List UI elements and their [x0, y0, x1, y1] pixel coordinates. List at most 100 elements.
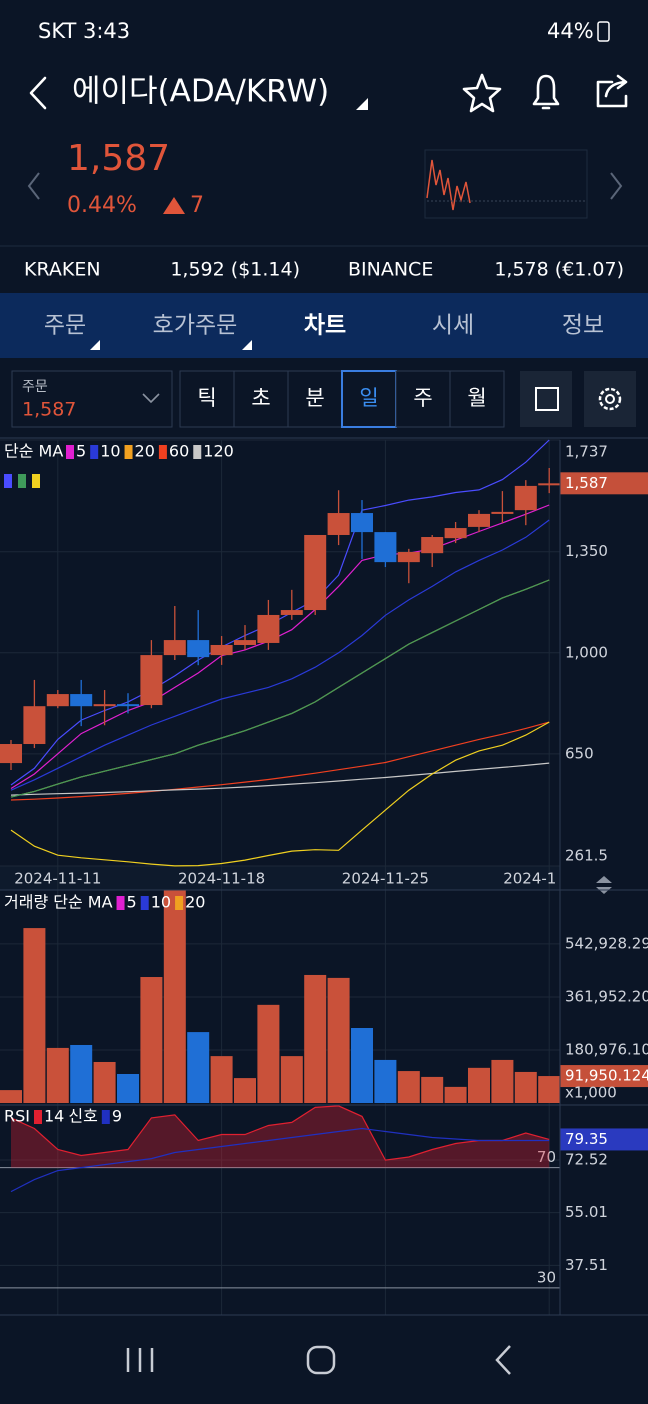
layout-icon [535, 387, 559, 411]
tab[interactable]: 주문 [44, 313, 86, 339]
up-arrow [163, 197, 185, 214]
share-button[interactable] [596, 74, 628, 108]
order-box[interactable] [11, 370, 173, 428]
tab[interactable]: 시세 [432, 313, 474, 339]
legend-swatch [116, 896, 125, 910]
y-tick-label: 55.01 [565, 1203, 608, 1221]
legend-title: 거래량 단순 MA [4, 893, 113, 912]
ma-line [10, 579, 550, 798]
period-button[interactable] [449, 370, 505, 428]
legend-label: 10 [100, 442, 120, 461]
candle-body [397, 552, 420, 563]
candle-body [187, 640, 210, 658]
legend-swatch [4, 474, 12, 488]
nav-back[interactable] [495, 1345, 511, 1375]
last-price: 1,587 [67, 138, 170, 179]
y-tick-label: 1,737 [565, 443, 608, 461]
value-tag-label: 79.35 [565, 1130, 608, 1148]
change-amount: 7 [190, 193, 204, 218]
volume-bar [117, 1073, 139, 1103]
level-label: 70 [537, 1148, 556, 1166]
nav-recents[interactable] [126, 1348, 154, 1372]
exchange-price: 1,592 ($1.14) [170, 259, 300, 281]
y-tick-label: 37.51 [565, 1256, 608, 1274]
candle-body [117, 704, 139, 707]
period-button[interactable] [233, 370, 289, 428]
layout-button[interactable] [520, 371, 572, 427]
favorite-button[interactable] [462, 73, 502, 113]
y-tick-label: 650 [565, 744, 594, 762]
period-button[interactable] [341, 370, 397, 428]
sparkline-box [424, 149, 588, 219]
candle-body [234, 640, 256, 645]
volume-bar [514, 1071, 537, 1103]
y-tick-label: 1,350 [565, 542, 608, 560]
legend-title: RSI [4, 1107, 30, 1126]
title-dropdown [356, 98, 368, 110]
value-tag [560, 472, 648, 495]
candle-body [374, 532, 397, 563]
y-tick-label: 1,000 [565, 643, 608, 661]
tab[interactable]: 정보 [562, 313, 604, 339]
legend-title: 단순 MA [4, 442, 63, 461]
candle-body [514, 485, 537, 511]
ma-line [10, 762, 550, 796]
period-button[interactable] [287, 370, 343, 428]
volume-bar [70, 1044, 93, 1103]
volume-bar [491, 1059, 514, 1103]
legend-label: 20 [135, 442, 155, 461]
volume-bar [304, 974, 327, 1103]
volume-bar [538, 1076, 561, 1103]
order-dropdown [142, 393, 160, 404]
volume-bar [397, 1071, 420, 1103]
coin-title[interactable]: 에이다(ADA/KRW) [72, 74, 329, 110]
volume-bar [163, 890, 186, 1103]
period-label: 틱 [197, 386, 216, 410]
period-button[interactable] [179, 370, 235, 428]
back-button[interactable] [29, 76, 47, 110]
y-tick-label: 72.52 [565, 1150, 608, 1168]
change-percent: 0.44% [67, 193, 137, 218]
legend-swatch [18, 474, 26, 488]
volume-bar [234, 1078, 256, 1103]
candle-body [93, 704, 116, 707]
unit-label: x1,000 [565, 1084, 617, 1102]
volume-bar [351, 1027, 373, 1103]
volume-bar [444, 1086, 467, 1103]
value-tag-label: 91,950.124 [565, 1067, 648, 1085]
prev-coin[interactable] [27, 172, 40, 200]
order-price: 1,587 [22, 399, 76, 421]
ma-line [10, 721, 550, 801]
period-label: 분 [305, 386, 324, 410]
volume-bar [23, 928, 46, 1103]
legend-swatch [90, 445, 99, 459]
legend-label: 60 [169, 442, 189, 461]
y-tick-label: 180,976.100 [565, 1040, 648, 1058]
period-label: 주 [413, 386, 432, 410]
candle-body [0, 744, 22, 764]
legend-swatch [140, 896, 149, 910]
candle-body [280, 610, 303, 615]
period-label: 일 [359, 386, 378, 410]
volume-bar [210, 1056, 233, 1103]
settings-button[interactable] [584, 371, 636, 427]
volume-bar [280, 1056, 303, 1103]
tab[interactable]: 차트 [304, 313, 346, 339]
candle-body [257, 614, 280, 643]
candle-body [304, 534, 327, 611]
legend-swatch [101, 1110, 110, 1124]
period-label: 초 [251, 386, 270, 410]
volume-bar [257, 1004, 280, 1103]
candle-body [421, 537, 444, 554]
tab[interactable]: 호가주문 [153, 313, 238, 339]
legend-label: 14 [44, 1107, 64, 1126]
candle-body [46, 694, 69, 707]
status-time: SKT 3:43 [38, 19, 130, 43]
alarm-button[interactable] [532, 74, 560, 110]
next-coin[interactable] [610, 172, 623, 200]
date-axis [0, 866, 560, 890]
order-label: 주문 [22, 379, 48, 395]
value-tag-label: 1,587 [565, 474, 608, 492]
nav-home[interactable] [306, 1345, 336, 1375]
